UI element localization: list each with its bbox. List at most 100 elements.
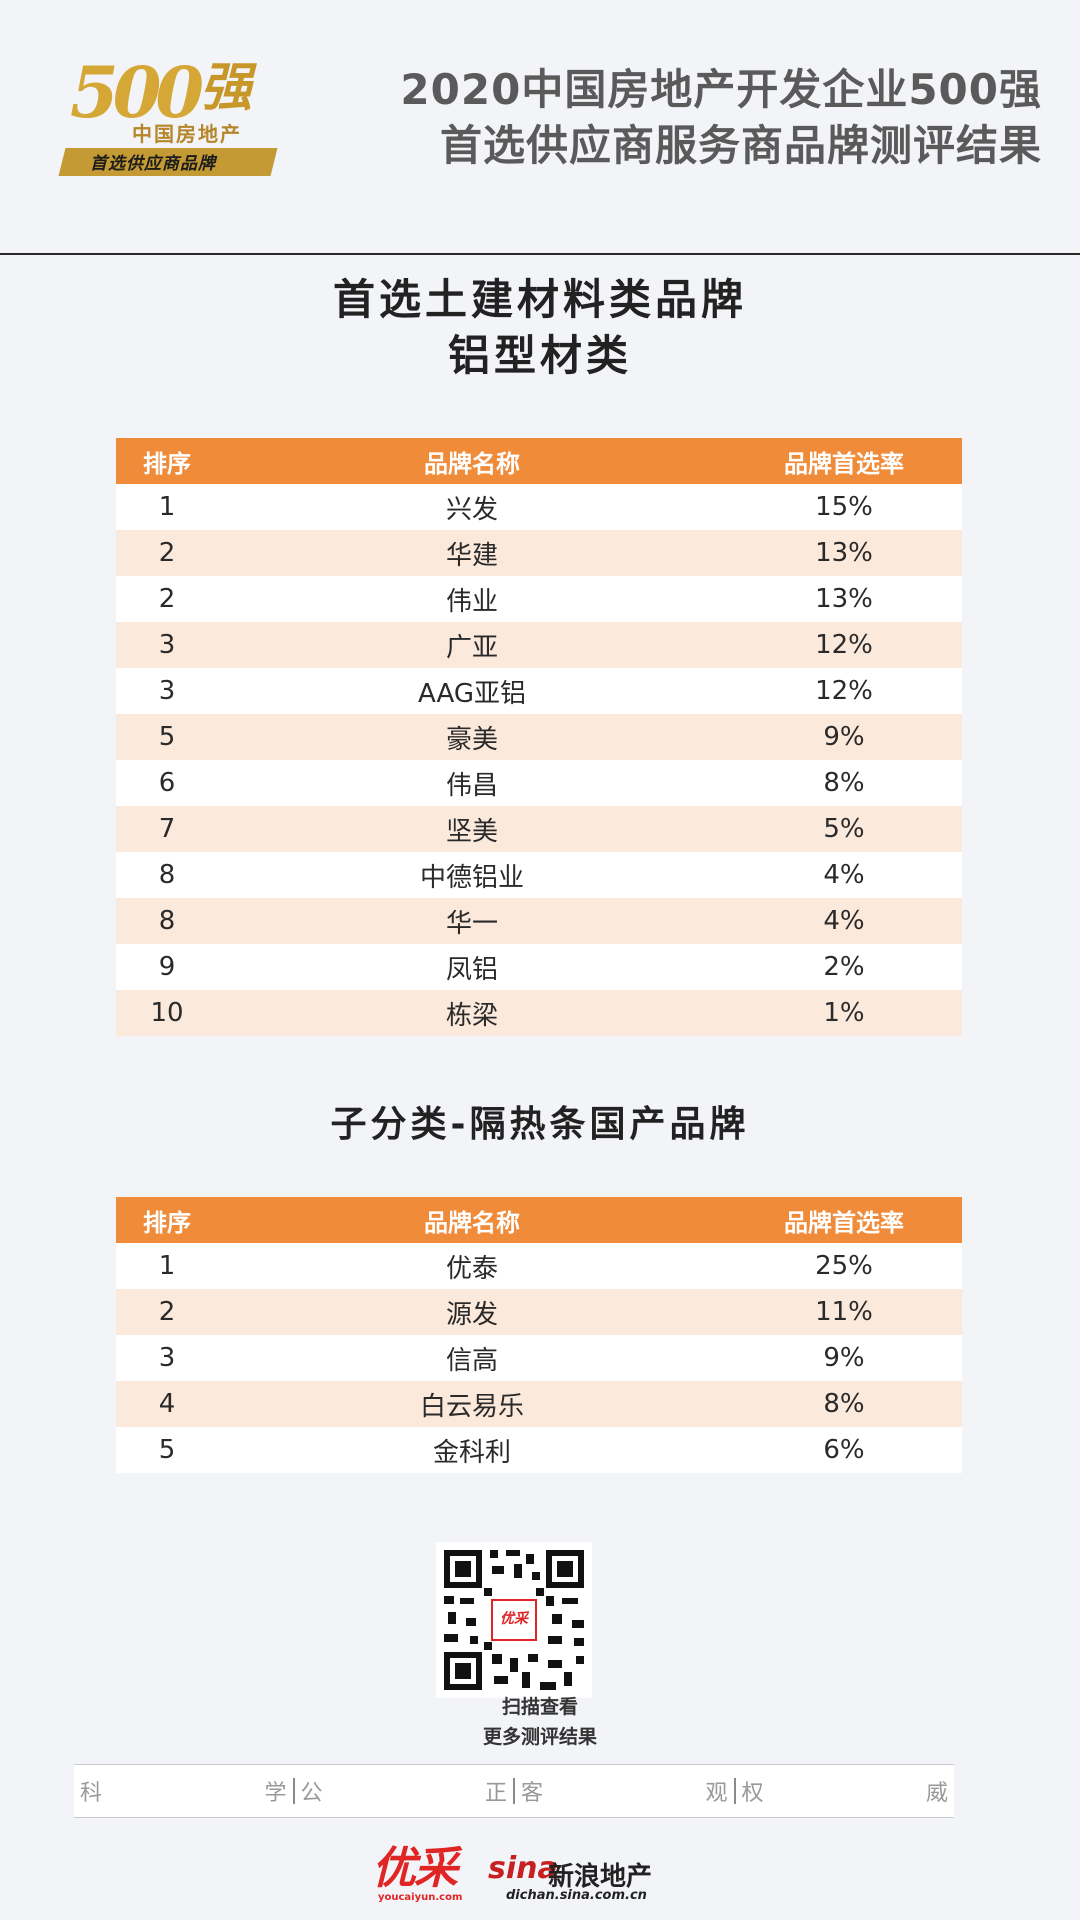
rank-cell: 9 (158, 952, 176, 982)
table-row: 1 兴发 15% (116, 484, 962, 530)
table-body: 1 优泰 25% 2 源发 11% 3 信高 9% 4 白云易乐 8% 5 金科利 6% (116, 1243, 962, 1473)
brand-cell: 金科利 (432, 1437, 511, 1468)
table-header: 排序 品牌名称 品牌首选率 (116, 1197, 962, 1243)
brand-cell: 华一 (445, 908, 498, 939)
brand-cell: 华建 (445, 540, 498, 571)
sina-realestate-name: 新浪地产 (548, 1862, 653, 1892)
table-row: 1 优泰 25% (116, 1243, 962, 1289)
rank-cell: 7 (158, 814, 176, 844)
table-row: 6 伟昌 8% (116, 760, 962, 806)
sina-url: dichan.sina.com.cn (506, 1888, 647, 1903)
rate-cell: 11% (815, 1297, 873, 1327)
motto-separator (733, 1778, 736, 1804)
rate-cell: 4% (823, 860, 865, 890)
rate-cell: 25% (815, 1251, 873, 1281)
rate-cell: 12% (815, 630, 873, 660)
ranking-table-thermal-strip: 排序 品牌名称 品牌首选率 1 优泰 25% 2 源发 11% 3 信高 9% 4 白云易乐 8% 5 金… (116, 1197, 962, 1473)
table-row: 5 金科利 6% (116, 1427, 962, 1473)
table-row: 8 中德铝业 4% (116, 852, 962, 898)
table-row: 2 源发 11% (116, 1289, 962, 1335)
rank-cell: 5 (158, 722, 176, 752)
motto-separator (513, 1778, 515, 1804)
rate-cell: 8% (823, 768, 865, 798)
ranking-table-aluminum: 排序 品牌名称 品牌首选率 1 兴发 15% 2 华建 13% 2 伟业 13% 3 广亚 12% 3 A… (116, 438, 962, 1036)
brand-cell: 凤铝 (445, 954, 498, 985)
sina-logo[interactable]: sina (488, 1851, 558, 1886)
rate-cell: 4% (823, 906, 865, 936)
table-row: 3 广亚 12% (116, 622, 962, 668)
rank-cell: 3 (158, 676, 176, 706)
table-row: 7 坚美 5% (116, 806, 962, 852)
motto-band: 科 学 公 正 客 观 权 威 (74, 1764, 954, 1818)
col-rank-header: 排序 (143, 1208, 191, 1237)
rank-cell: 3 (158, 630, 176, 660)
motto-group-objective: 客 观 (515, 1775, 734, 1807)
header-divider (0, 253, 1080, 255)
rank-cell: 5 (158, 1435, 176, 1465)
rate-cell: 6% (823, 1435, 865, 1465)
qr-caption-line2: 更多测评结果 (482, 1726, 597, 1748)
table-row: 4 白云易乐 8% (116, 1381, 962, 1427)
brand-cell: 白云易乐 (419, 1391, 524, 1422)
qr-caption-line1: 扫描查看 (501, 1696, 578, 1718)
brand-cell: 栋梁 (445, 1000, 498, 1031)
motto-char: 正 (484, 1781, 507, 1806)
rank-cell: 8 (158, 860, 176, 890)
rate-cell: 12% (815, 676, 873, 706)
rank-cell: 3 (158, 1343, 176, 1373)
motto-char: 威 (925, 1781, 948, 1806)
section1-subtitle: 铝型材类 (447, 331, 632, 380)
brand-cell: 兴发 (445, 494, 498, 525)
table-header: 排序 品牌名称 品牌首选率 (116, 438, 962, 484)
page-title: 2020中国房地产开发企业500强 首选供应商服务商品牌测评结果 (400, 62, 1042, 174)
table-row: 2 伟业 13% (116, 576, 962, 622)
table-row: 5 豪美 9% (116, 714, 962, 760)
rank-cell: 6 (158, 768, 176, 798)
motto-group-fair: 公 正 (295, 1775, 514, 1807)
qr-code[interactable]: 优采 (436, 1542, 592, 1698)
brand-cell: 坚美 (445, 816, 498, 847)
rank-cell: 2 (158, 584, 176, 614)
section2-title: 子分类-隔热条国产品牌 (330, 1104, 750, 1145)
table-row: 3 AAG亚铝 12% (116, 668, 962, 714)
motto-group-science: 科 学 (74, 1775, 293, 1807)
motto-char: 观 (705, 1781, 728, 1806)
table-body: 1 兴发 15% 2 华建 13% 2 伟业 13% 3 广亚 12% 3 AAG亚铝 12% 5 豪美 9% 6 伟… (116, 484, 962, 1036)
brand-cell: 伟昌 (445, 770, 498, 801)
col-brand-header: 品牌名称 (424, 449, 520, 478)
youcai-url: youcaiyun.com (378, 1892, 463, 1903)
brand-cell: 豪美 (445, 724, 498, 755)
motto-char: 学 (264, 1781, 287, 1806)
brand-cell: 优泰 (445, 1253, 498, 1284)
motto-char: 科 (80, 1781, 103, 1806)
top500-logo: 500 强 中国房地产 首选供应商品牌 (58, 58, 287, 176)
logo-ribbon-text: 首选供应商品牌 (90, 154, 216, 174)
brand-cell: AAG亚铝 (418, 678, 526, 709)
motto-separator (292, 1778, 295, 1804)
table-row: 8 华一 4% (116, 898, 962, 944)
rate-cell: 13% (815, 584, 873, 614)
col-rate-header: 品牌首选率 (784, 1208, 904, 1237)
rate-cell: 5% (823, 814, 865, 844)
rate-cell: 8% (823, 1389, 865, 1419)
table-row: 2 华建 13% (116, 530, 962, 576)
brand-cell: 伟业 (445, 586, 498, 617)
page-header: 500 强 中国房地产 首选供应商品牌 2020中国房地产开发企业500强 首选… (0, 0, 1080, 254)
youcai-logo[interactable]: 优采 (372, 1843, 458, 1894)
col-rank-header: 排序 (143, 449, 191, 478)
rate-cell: 2% (823, 952, 865, 982)
brand-cell: 中德铝业 (419, 862, 524, 893)
rank-cell: 1 (158, 492, 176, 522)
motto-char: 客 (521, 1781, 544, 1806)
rank-cell: 4 (158, 1389, 176, 1419)
qr-center-logo: 优采 (500, 1611, 528, 1627)
brand-cell: 源发 (445, 1299, 498, 1330)
rank-cell: 8 (158, 906, 176, 936)
page-title-line2: 首选供应商服务商品牌测评结果 (439, 121, 1042, 170)
rate-cell: 9% (823, 722, 865, 752)
rank-cell: 2 (158, 1297, 176, 1327)
brand-cell: 信高 (445, 1345, 498, 1376)
table-row: 10 栋梁 1% (116, 990, 962, 1036)
rank-cell: 10 (150, 998, 184, 1028)
rank-cell: 1 (158, 1251, 176, 1281)
